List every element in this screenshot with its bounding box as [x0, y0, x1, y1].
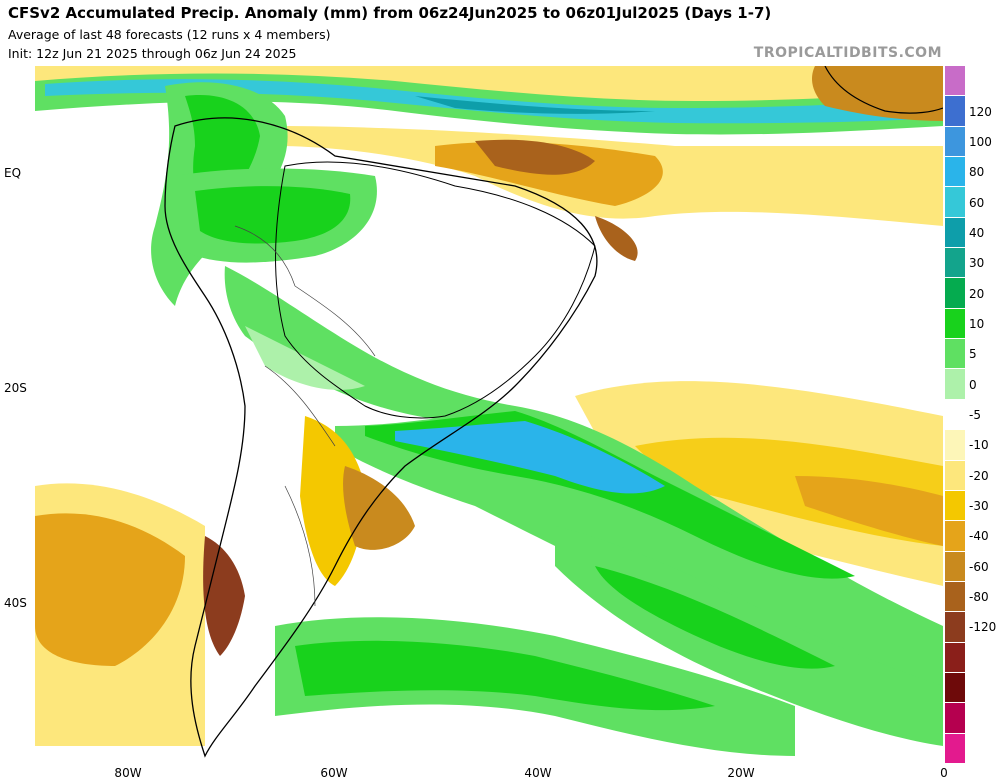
colorbar-tick-label: -10 [969, 438, 989, 453]
lat-label-eq: EQ [4, 166, 22, 180]
brand-watermark: TROPICALTIDBITS.COM [753, 45, 942, 61]
colorbar-tick-label: -80 [969, 590, 989, 605]
colorbar-swatch [945, 339, 965, 370]
colorbar-tick-label: -40 [969, 529, 989, 544]
lon-label-0: 0 [940, 766, 948, 780]
colorbar-swatch [945, 66, 965, 97]
colorbar-swatch [945, 217, 965, 249]
colorbar-swatch [945, 581, 965, 613]
colorbar-tick-label: -60 [969, 559, 989, 574]
colorbar-tick-label: 100 [969, 134, 992, 149]
colorbar-tick-label: -20 [969, 468, 989, 483]
colorbar-tick-label: 10 [969, 316, 985, 331]
colorbar-swatch [945, 369, 965, 400]
colorbar-swatch [945, 96, 965, 127]
colorbar-tick-label: -120 [969, 620, 996, 635]
colorbar [945, 66, 965, 764]
colorbar-swatch [945, 490, 965, 522]
colorbar-swatch [945, 248, 965, 279]
init-info: Init: 12z Jun 21 2025 through 06z Jun 24… [8, 46, 297, 61]
colorbar-swatch [945, 308, 965, 340]
colorbar-swatch [945, 399, 965, 431]
colorbar-swatch [945, 460, 965, 491]
colorbar-swatch [945, 187, 965, 218]
colorbar-swatch [945, 157, 965, 188]
colorbar-swatch [945, 278, 965, 309]
colorbar-tick-label: 60 [969, 195, 985, 210]
colorbar-swatch [945, 733, 965, 764]
colorbar-swatch [945, 551, 965, 582]
chart-title: CFSv2 Accumulated Precip. Anomaly (mm) f… [8, 4, 772, 22]
colorbar-swatch [945, 642, 965, 673]
lon-label-80w: 80W [114, 766, 142, 780]
precip-anomaly-map[interactable] [35, 66, 943, 764]
colorbar-tick-label: 20 [969, 286, 985, 301]
map-canvas [35, 66, 943, 764]
chart-subtitle: Average of last 48 forecasts (12 runs x … [8, 27, 331, 42]
colorbar-tick-label: 80 [969, 165, 985, 180]
colorbar-swatch [945, 703, 965, 734]
colorbar-tick-label: -5 [969, 408, 981, 422]
colorbar-tick-label: 120 [969, 104, 992, 119]
colorbar-tick-label: 40 [969, 225, 985, 240]
colorbar-tick-label: 30 [969, 256, 985, 271]
colorbar-swatch [945, 521, 965, 552]
lat-label-40s: 40S [4, 596, 27, 610]
lon-label-60w: 60W [320, 766, 348, 780]
colorbar-tick-label: -30 [969, 499, 989, 514]
colorbar-tick-label: 0 [969, 377, 977, 392]
lon-label-40w: 40W [524, 766, 552, 780]
lat-label-20s: 20S [4, 381, 27, 395]
colorbar-tick-label: 5 [969, 347, 977, 362]
colorbar-swatch [945, 126, 965, 158]
colorbar-swatch [945, 430, 965, 461]
lon-label-20w: 20W [727, 766, 755, 780]
colorbar-swatch [945, 612, 965, 643]
colorbar-swatch [945, 672, 965, 704]
